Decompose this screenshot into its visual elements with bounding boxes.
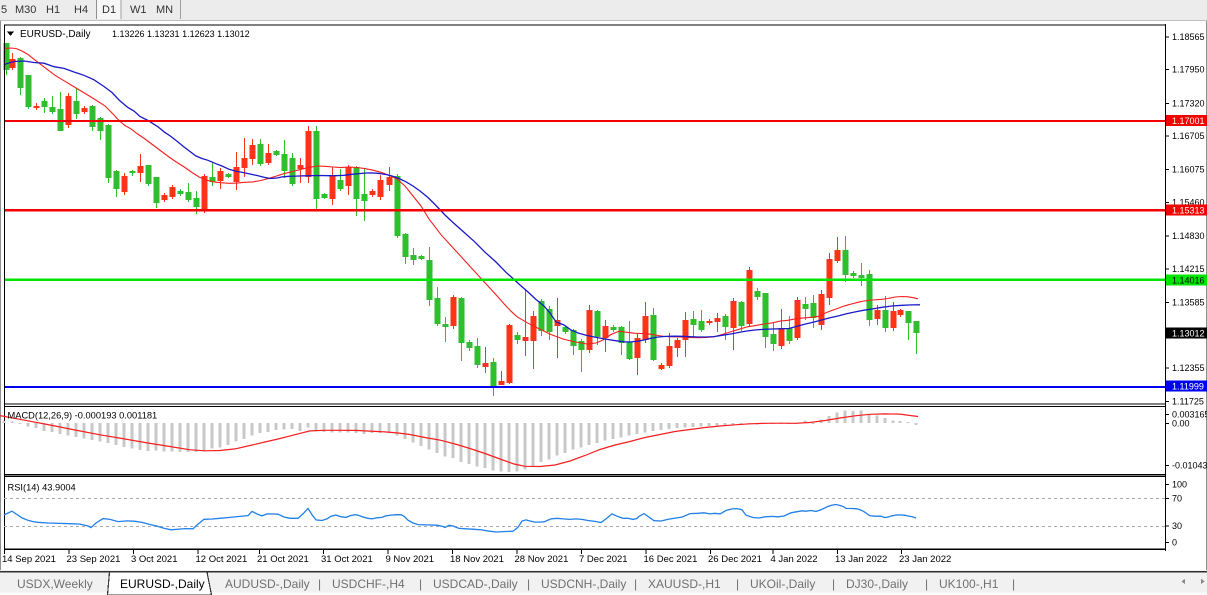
svg-text:1.17950: 1.17950 xyxy=(1172,65,1205,75)
svg-text:XAUUSD-,H1: XAUUSD-,H1 xyxy=(648,577,721,591)
svg-text:12 Oct 2021: 12 Oct 2021 xyxy=(196,554,248,565)
svg-text:|: | xyxy=(634,577,637,591)
svg-text:21 Oct 2021: 21 Oct 2021 xyxy=(257,554,309,565)
svg-text:1.18565: 1.18565 xyxy=(1172,32,1205,42)
svg-text:23 Sep 2021: 23 Sep 2021 xyxy=(67,554,121,565)
svg-text:1.14830: 1.14830 xyxy=(1172,231,1205,241)
svg-text:EURUSD-,Daily: EURUSD-,Daily xyxy=(120,577,205,591)
svg-text:1.13585: 1.13585 xyxy=(1172,298,1205,308)
svg-text:|: | xyxy=(925,577,928,591)
svg-text:4 Jan 2022: 4 Jan 2022 xyxy=(771,554,818,565)
svg-text:|: | xyxy=(832,577,835,591)
svg-text:DJ30-,Daily: DJ30-,Daily xyxy=(846,577,908,591)
svg-text:3 Oct 2021: 3 Oct 2021 xyxy=(131,554,177,565)
svg-text:M30: M30 xyxy=(15,4,36,16)
svg-text:H4: H4 xyxy=(74,4,88,16)
svg-text:1.16705: 1.16705 xyxy=(1172,131,1205,141)
svg-text:100: 100 xyxy=(1172,480,1187,490)
svg-text:UK100-,H1: UK100-,H1 xyxy=(939,577,999,591)
svg-text:|: | xyxy=(527,577,530,591)
svg-text:0: 0 xyxy=(1172,538,1177,548)
svg-text:1.15460: 1.15460 xyxy=(1172,198,1205,208)
svg-text:USDX,Weekly: USDX,Weekly xyxy=(17,577,93,591)
svg-text:1.17320: 1.17320 xyxy=(1172,98,1205,108)
svg-text:30: 30 xyxy=(1172,521,1182,531)
svg-text:70: 70 xyxy=(1172,493,1182,503)
svg-text:16 Dec 2021: 16 Dec 2021 xyxy=(644,554,698,565)
svg-text:0.003165: 0.003165 xyxy=(1172,410,1207,420)
svg-text:1.14215: 1.14215 xyxy=(1172,264,1205,274)
svg-text:1.14016: 1.14016 xyxy=(1172,276,1205,286)
svg-text:MN: MN xyxy=(156,4,173,16)
svg-text:|: | xyxy=(318,577,321,591)
svg-text:31 Oct 2021: 31 Oct 2021 xyxy=(321,554,373,565)
svg-text:USDCNH-,Daily: USDCNH-,Daily xyxy=(541,577,626,591)
svg-text:5: 5 xyxy=(1,4,7,16)
svg-text:18 Nov 2021: 18 Nov 2021 xyxy=(450,554,504,565)
svg-text:1.15313: 1.15313 xyxy=(1172,206,1205,216)
svg-text:9 Nov 2021: 9 Nov 2021 xyxy=(386,554,435,565)
svg-text:1.17001: 1.17001 xyxy=(1172,116,1205,126)
svg-text:1.11999: 1.11999 xyxy=(1172,382,1204,392)
svg-text:28 Nov 2021: 28 Nov 2021 xyxy=(515,554,569,565)
svg-text:1.13012: 1.13012 xyxy=(1172,329,1205,339)
svg-text:USDCHF-,H4: USDCHF-,H4 xyxy=(332,577,405,591)
svg-text:23 Jan 2022: 23 Jan 2022 xyxy=(899,554,951,565)
svg-text:H1: H1 xyxy=(46,4,60,16)
svg-text:MACD(12,26,9) -0.000193 0.0011: MACD(12,26,9) -0.000193 0.001181 xyxy=(8,411,158,421)
svg-text:1.16075: 1.16075 xyxy=(1172,165,1205,175)
svg-text:AUDUSD-,Daily: AUDUSD-,Daily xyxy=(225,577,310,591)
svg-text:26 Dec 2021: 26 Dec 2021 xyxy=(708,554,762,565)
svg-text:D1: D1 xyxy=(102,4,116,16)
svg-text:13 Jan 2022: 13 Jan 2022 xyxy=(835,554,887,565)
svg-text:W1: W1 xyxy=(130,4,147,16)
svg-text:|: | xyxy=(1012,577,1015,591)
svg-text:EURUSD-,Daily: EURUSD-,Daily xyxy=(20,29,91,40)
svg-text:7 Dec 2021: 7 Dec 2021 xyxy=(579,554,628,565)
svg-text:-0.01043: -0.01043 xyxy=(1172,461,1207,471)
svg-text:UKOil-,Daily: UKOil-,Daily xyxy=(750,577,815,591)
svg-text:1.13226 1.13231 1.12623 1.1301: 1.13226 1.13231 1.12623 1.13012 xyxy=(112,29,250,39)
svg-text:1.11725: 1.11725 xyxy=(1172,397,1204,407)
svg-text:1.12355: 1.12355 xyxy=(1172,363,1205,373)
svg-text:|: | xyxy=(736,577,739,591)
svg-text:RSI(14) 43.9004: RSI(14) 43.9004 xyxy=(8,483,76,493)
svg-text:USDCAD-,Daily: USDCAD-,Daily xyxy=(433,577,518,591)
svg-text:14 Sep 2021: 14 Sep 2021 xyxy=(2,554,56,565)
svg-text:|: | xyxy=(419,577,422,591)
svg-text:0.00: 0.00 xyxy=(1172,419,1190,429)
